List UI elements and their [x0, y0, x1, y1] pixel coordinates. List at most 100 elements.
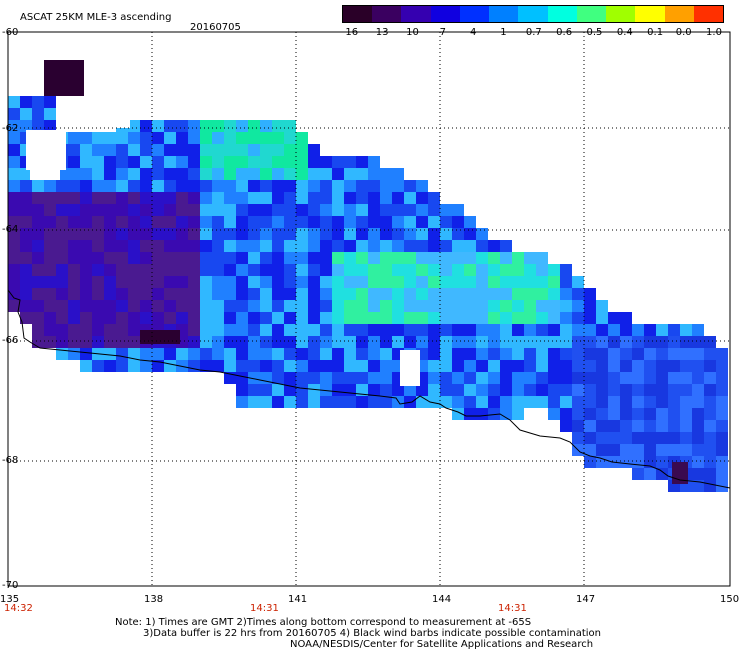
swath-cell [80, 276, 92, 288]
swath-cell [92, 360, 104, 372]
swath-cell [44, 252, 56, 264]
swath-cell [248, 180, 260, 192]
swath-cell [332, 300, 344, 312]
swath-cell [536, 384, 548, 396]
swath-cell [512, 372, 524, 384]
swath-cell [272, 168, 284, 180]
swath-cell [584, 420, 596, 432]
swath-cell [704, 480, 716, 492]
swath-cell [596, 372, 608, 384]
swath-cell [452, 312, 464, 324]
swath-cell [284, 264, 296, 276]
swath-cell [56, 276, 68, 288]
swath-cell [128, 168, 140, 180]
swath-cell [392, 216, 404, 228]
swath-cell [452, 276, 464, 288]
swath-cell [80, 228, 92, 240]
swath-cell [212, 216, 224, 228]
swath-cell [188, 288, 200, 300]
swath-cell [140, 300, 152, 312]
lat-label-66: -66 [2, 335, 19, 346]
swath-cell [560, 348, 572, 360]
swath-cell [536, 312, 548, 324]
swath-cell [116, 288, 128, 300]
swath-cell [548, 276, 560, 288]
swath-cell [320, 300, 332, 312]
swath-cell [332, 336, 344, 348]
swath-cell [308, 396, 320, 408]
swath-cell [56, 228, 68, 240]
swath-cell [704, 408, 716, 420]
swath-cell [368, 336, 380, 348]
swath-cell [104, 204, 116, 216]
swath-cell [116, 312, 128, 324]
swath-cell [296, 132, 308, 144]
swath-cell [428, 372, 440, 384]
swath-cell [212, 360, 224, 372]
swath-cell [392, 264, 404, 276]
swath-cell [512, 360, 524, 372]
swath-cell [32, 228, 44, 240]
swath-cell [464, 276, 476, 288]
swath-cell [428, 252, 440, 264]
swath-cell [344, 216, 356, 228]
swath-cell [284, 204, 296, 216]
swath-cell [356, 204, 368, 216]
swath-cell [320, 228, 332, 240]
swath-cell [536, 276, 548, 288]
swath-cell [236, 276, 248, 288]
map-frame [7, 31, 731, 587]
swath-cell [392, 324, 404, 336]
swath-cell [680, 372, 692, 384]
swath-cell [200, 228, 212, 240]
swath-cell [56, 324, 68, 336]
swath-cell [440, 288, 452, 300]
swath-cell [152, 216, 164, 228]
swath-cell [44, 240, 56, 252]
swath-cell [572, 336, 584, 348]
swath-cell [164, 204, 176, 216]
swath-cell [452, 372, 464, 384]
swath-cell [512, 348, 524, 360]
lat-label-68: -68 [2, 455, 19, 466]
swath-cell [368, 372, 380, 384]
map-date: 20160705 [190, 22, 241, 33]
swath-cell [428, 228, 440, 240]
swath-cell [464, 264, 476, 276]
swath-cell [296, 276, 308, 288]
swath-cell [284, 192, 296, 204]
swath-cell [116, 360, 128, 372]
swath-cell [140, 120, 152, 132]
swath-cell [176, 240, 188, 252]
swath-cell [668, 324, 680, 336]
swath-cell [104, 240, 116, 252]
swath-cell [560, 408, 572, 420]
swath-cell [188, 264, 200, 276]
swath-cell [164, 264, 176, 276]
swath-cell [20, 312, 32, 324]
swath-cell [416, 204, 428, 216]
swath-cell [404, 300, 416, 312]
swath-cell [668, 420, 680, 432]
swath-cell [668, 444, 680, 456]
swath-cell [440, 276, 452, 288]
swath-cell [524, 360, 536, 372]
swath-cell [476, 312, 488, 324]
swath-cell [20, 96, 32, 108]
swath-cell [380, 396, 392, 408]
swath-cell [80, 264, 92, 276]
colorbar-swatch [518, 6, 548, 22]
swath-cell [320, 288, 332, 300]
swath-cell [44, 324, 56, 336]
swath-gap [30, 160, 60, 180]
lon-label-141: 141 [288, 594, 308, 605]
swath-cell [44, 96, 56, 108]
swath-cell [512, 408, 524, 420]
swath-cell [152, 300, 164, 312]
swath-cell [140, 228, 152, 240]
swath-cell [368, 276, 380, 288]
swath-cell [68, 204, 80, 216]
swath-cell [380, 264, 392, 276]
swath-cell [296, 348, 308, 360]
swath-cell [296, 384, 308, 396]
